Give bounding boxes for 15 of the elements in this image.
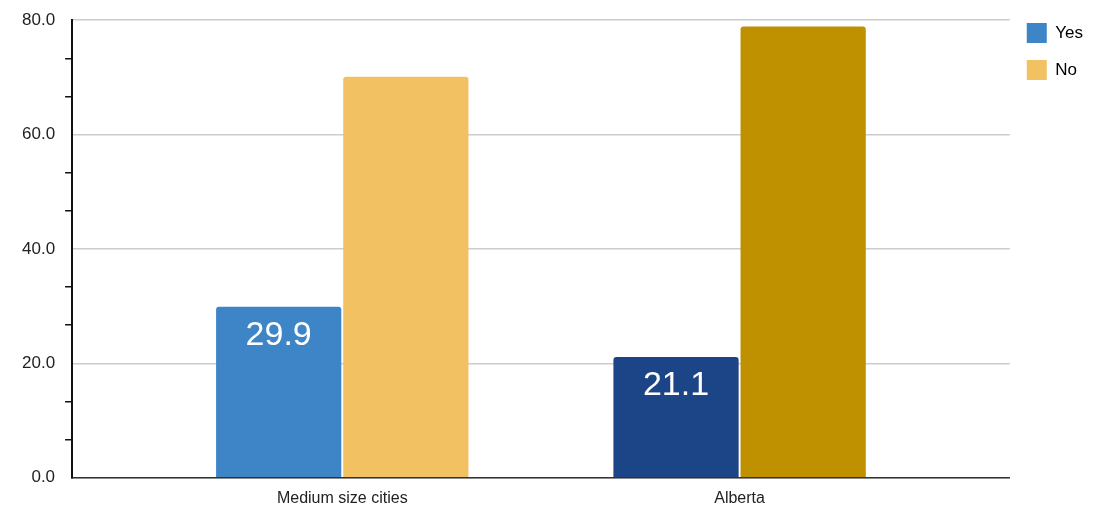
y-tick-label: 20.0 xyxy=(21,353,56,373)
legend-label: Yes xyxy=(1055,22,1083,42)
x-tick-label: Alberta xyxy=(714,488,766,506)
data-label: 21.1 xyxy=(642,364,710,403)
bar xyxy=(343,76,469,478)
y-tick-label: 40.0 xyxy=(21,238,56,258)
y-tick-label: 80.0 xyxy=(21,9,56,29)
y-tick-label: 60.0 xyxy=(21,124,56,144)
data-label: 29.9 xyxy=(245,314,312,353)
x-tick-label: Medium size cities xyxy=(276,488,408,506)
y-tick-label: 0.0 xyxy=(31,467,56,487)
bar xyxy=(216,306,342,478)
legend-label: No xyxy=(1055,59,1077,79)
bar xyxy=(613,357,739,478)
bar xyxy=(740,26,866,478)
